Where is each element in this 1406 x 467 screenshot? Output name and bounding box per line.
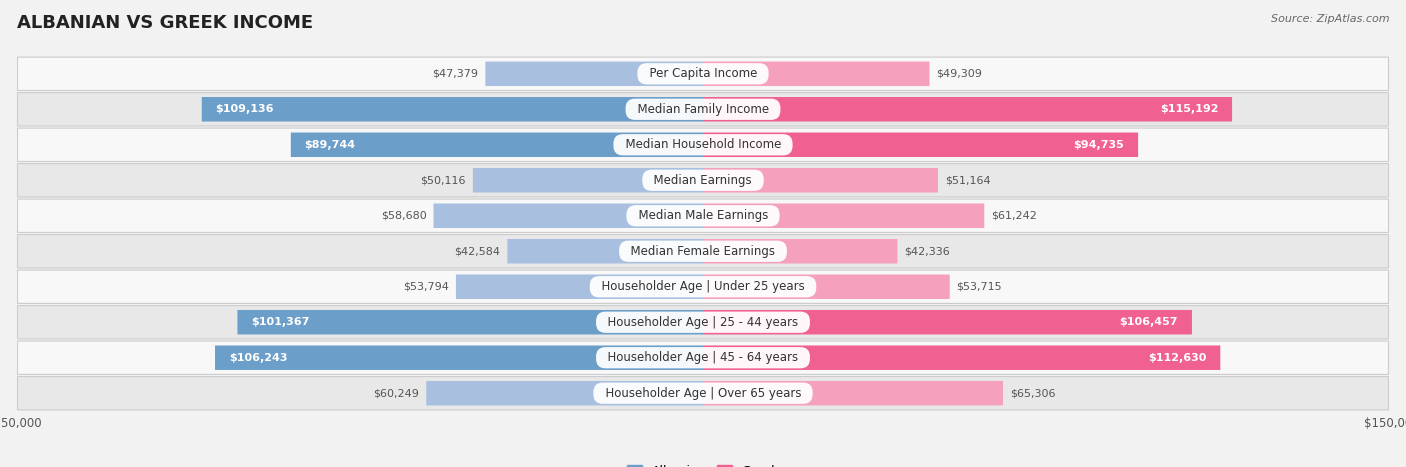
Text: $60,249: $60,249 [374, 388, 419, 398]
FancyBboxPatch shape [201, 97, 703, 121]
Text: Median Female Earnings: Median Female Earnings [623, 245, 783, 258]
FancyBboxPatch shape [485, 62, 703, 86]
FancyBboxPatch shape [17, 199, 1389, 233]
FancyBboxPatch shape [17, 376, 1389, 410]
Text: $65,306: $65,306 [1010, 388, 1056, 398]
FancyBboxPatch shape [17, 92, 1389, 126]
FancyBboxPatch shape [703, 310, 1192, 334]
Text: Source: ZipAtlas.com: Source: ZipAtlas.com [1271, 14, 1389, 24]
FancyBboxPatch shape [472, 168, 703, 192]
Text: Per Capita Income: Per Capita Income [641, 67, 765, 80]
Text: Householder Age | Under 25 years: Householder Age | Under 25 years [593, 280, 813, 293]
Text: $58,680: $58,680 [381, 211, 426, 221]
Text: $50,116: $50,116 [420, 175, 465, 185]
Text: $115,192: $115,192 [1160, 104, 1218, 114]
Text: $112,630: $112,630 [1149, 353, 1206, 363]
FancyBboxPatch shape [703, 381, 1002, 405]
Text: $109,136: $109,136 [215, 104, 274, 114]
Text: Median Earnings: Median Earnings [647, 174, 759, 187]
Text: $47,379: $47,379 [433, 69, 478, 79]
Text: Median Household Income: Median Household Income [617, 138, 789, 151]
FancyBboxPatch shape [703, 97, 1232, 121]
FancyBboxPatch shape [17, 341, 1389, 375]
FancyBboxPatch shape [426, 381, 703, 405]
Text: Householder Age | Over 65 years: Householder Age | Over 65 years [598, 387, 808, 400]
FancyBboxPatch shape [508, 239, 703, 263]
Text: $89,744: $89,744 [305, 140, 356, 150]
Text: $49,309: $49,309 [936, 69, 983, 79]
FancyBboxPatch shape [238, 310, 703, 334]
FancyBboxPatch shape [703, 168, 938, 192]
FancyBboxPatch shape [17, 128, 1389, 162]
Text: $42,584: $42,584 [454, 246, 501, 256]
FancyBboxPatch shape [291, 133, 703, 157]
FancyBboxPatch shape [17, 305, 1389, 339]
FancyBboxPatch shape [17, 270, 1389, 304]
Text: ALBANIAN VS GREEK INCOME: ALBANIAN VS GREEK INCOME [17, 14, 314, 32]
Text: $53,794: $53,794 [404, 282, 449, 292]
FancyBboxPatch shape [456, 275, 703, 299]
FancyBboxPatch shape [703, 62, 929, 86]
Text: Median Male Earnings: Median Male Earnings [630, 209, 776, 222]
Text: $106,243: $106,243 [229, 353, 287, 363]
Text: Householder Age | 25 - 44 years: Householder Age | 25 - 44 years [600, 316, 806, 329]
Legend: Albanian, Greek: Albanian, Greek [621, 460, 785, 467]
Text: Householder Age | 45 - 64 years: Householder Age | 45 - 64 years [600, 351, 806, 364]
Text: $53,715: $53,715 [956, 282, 1002, 292]
Text: $61,242: $61,242 [991, 211, 1038, 221]
FancyBboxPatch shape [17, 234, 1389, 268]
Text: Median Family Income: Median Family Income [630, 103, 776, 116]
Text: $101,367: $101,367 [252, 317, 309, 327]
FancyBboxPatch shape [17, 57, 1389, 91]
FancyBboxPatch shape [703, 204, 984, 228]
Text: $51,164: $51,164 [945, 175, 990, 185]
FancyBboxPatch shape [703, 275, 949, 299]
FancyBboxPatch shape [703, 239, 897, 263]
FancyBboxPatch shape [17, 163, 1389, 197]
Text: $106,457: $106,457 [1119, 317, 1178, 327]
FancyBboxPatch shape [215, 346, 703, 370]
Text: $42,336: $42,336 [904, 246, 950, 256]
FancyBboxPatch shape [703, 346, 1220, 370]
Text: $94,735: $94,735 [1074, 140, 1125, 150]
FancyBboxPatch shape [703, 133, 1137, 157]
FancyBboxPatch shape [433, 204, 703, 228]
